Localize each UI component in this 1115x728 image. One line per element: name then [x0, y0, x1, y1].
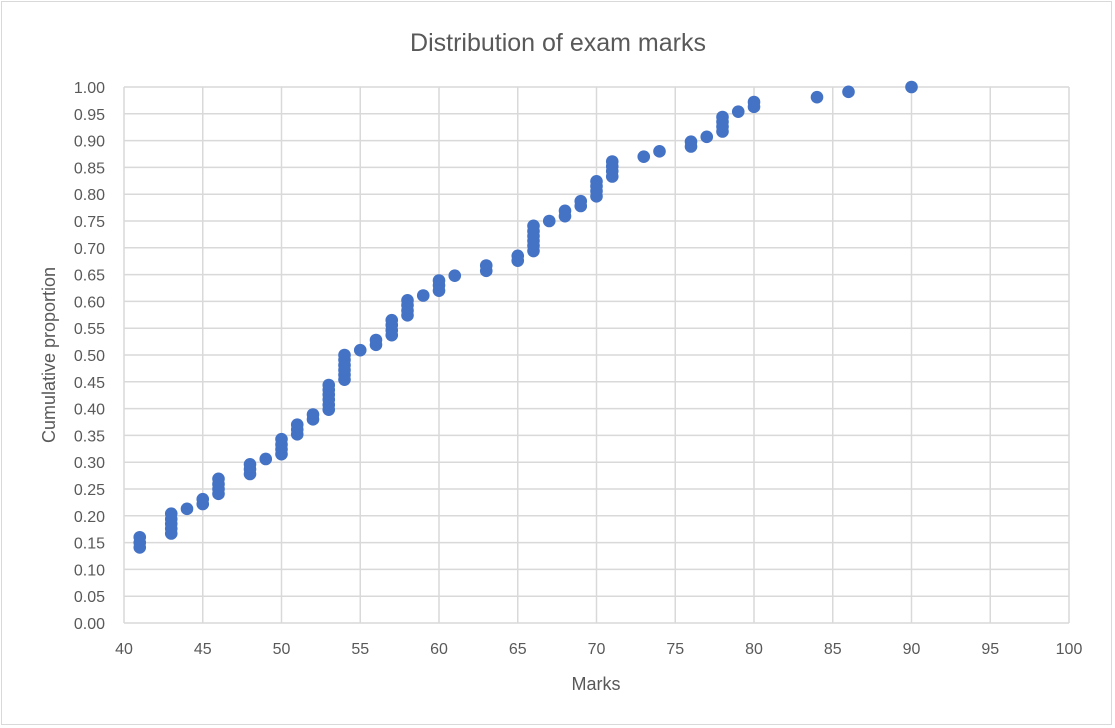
- data-point: [385, 313, 399, 327]
- data-point: [716, 110, 729, 124]
- data-point: [322, 378, 336, 392]
- data-point: [275, 432, 288, 446]
- data-point: [700, 130, 714, 144]
- x-tick-label: 100: [1056, 641, 1083, 658]
- y-tick-label: 0.45: [74, 375, 105, 392]
- data-point: [842, 85, 855, 99]
- data-point: [416, 289, 430, 302]
- y-tick-label: 0.10: [74, 562, 105, 579]
- data-point: [637, 150, 651, 163]
- y-tick-label: 0.90: [74, 134, 105, 151]
- data-point: [590, 175, 603, 188]
- data-point: [605, 155, 619, 168]
- y-tick-label: 0.70: [74, 241, 105, 258]
- data-point: [810, 90, 824, 104]
- x-axis-label: Marks: [572, 674, 621, 694]
- x-tick-label: 85: [824, 641, 842, 658]
- data-point: [338, 348, 351, 362]
- y-axis-ticks: 0.00 0.05 0.10 0.15 0.20 0.25 0.30 0.35 0.40 0.45…: [74, 80, 105, 633]
- data-point: [306, 408, 320, 421]
- data-point: [212, 472, 225, 486]
- y-tick-label: 0.00: [74, 616, 105, 633]
- y-tick-label: 0.05: [74, 589, 105, 606]
- x-tick-label: 80: [745, 641, 763, 658]
- gridlines: [123, 86, 1070, 624]
- x-axis-ticks: 40 45 50 55 60 65 70 75 80 85 90 95 100: [115, 641, 1082, 658]
- x-tick-label: 90: [903, 641, 921, 658]
- data-point: [353, 343, 367, 357]
- y-axis-label: Cumulative proportion: [39, 267, 59, 443]
- data-point: [369, 333, 383, 347]
- y-tick-label: 0.30: [74, 455, 105, 472]
- data-point: [527, 219, 540, 233]
- x-tick-label: 45: [194, 641, 212, 658]
- y-tick-label: 0.85: [74, 160, 105, 177]
- x-tick-label: 65: [509, 641, 527, 658]
- data-point: [684, 135, 698, 148]
- y-tick-label: 1.00: [74, 80, 105, 97]
- data-point: [479, 259, 493, 272]
- y-tick-label: 0.50: [74, 348, 105, 365]
- x-tick-label: 50: [273, 641, 291, 658]
- x-tick-label: 70: [588, 641, 606, 658]
- data-point: [259, 452, 273, 466]
- chart-title: Distribution of exam marks: [410, 29, 706, 57]
- data-point: [133, 530, 147, 544]
- data-point: [511, 249, 525, 263]
- data-point: [731, 105, 745, 118]
- data-point: [196, 492, 210, 506]
- y-tick-label: 0.95: [74, 107, 105, 124]
- data-point: [180, 502, 194, 516]
- data-points: [133, 80, 918, 554]
- y-tick-label: 0.80: [74, 187, 105, 204]
- data-point: [653, 145, 666, 158]
- data-point: [574, 194, 588, 208]
- x-tick-label: 40: [115, 641, 133, 658]
- y-tick-label: 0.60: [74, 294, 105, 311]
- x-tick-label: 55: [351, 641, 369, 658]
- data-point: [432, 274, 446, 287]
- data-point: [164, 507, 178, 520]
- y-tick-label: 0.15: [74, 536, 105, 553]
- data-point: [558, 204, 572, 218]
- data-point: [448, 269, 462, 282]
- y-tick-label: 0.20: [74, 509, 105, 526]
- data-point: [243, 458, 257, 471]
- y-tick-label: 0.75: [74, 214, 105, 231]
- x-tick-label: 95: [981, 641, 999, 658]
- data-point: [905, 80, 918, 94]
- data-point: [290, 418, 304, 431]
- x-tick-label: 75: [666, 641, 684, 658]
- y-tick-label: 0.40: [74, 402, 105, 419]
- y-tick-label: 0.35: [74, 428, 105, 445]
- y-tick-label: 0.65: [74, 268, 105, 285]
- data-point: [542, 214, 556, 228]
- y-tick-label: 0.55: [74, 321, 105, 338]
- data-point: [401, 294, 414, 307]
- x-tick-label: 60: [430, 641, 448, 658]
- data-point: [747, 95, 761, 109]
- y-tick-label: 0.25: [74, 482, 105, 499]
